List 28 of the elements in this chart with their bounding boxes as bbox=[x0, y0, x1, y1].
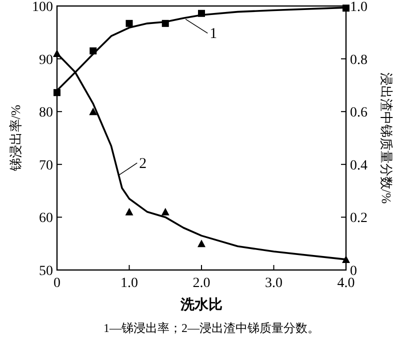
x-tick-label: 3.0 bbox=[265, 276, 282, 291]
x-tick-label: 2.0 bbox=[192, 276, 210, 291]
point bbox=[125, 208, 134, 216]
x-tick-label: 1.0 bbox=[120, 276, 138, 291]
point bbox=[161, 208, 170, 216]
y-tick-label: 100 bbox=[32, 0, 53, 15]
y2-tick-label: 0.4 bbox=[350, 158, 368, 174]
x-axis-title: 洗水比 bbox=[180, 297, 222, 313]
y-tick-label: 80 bbox=[39, 106, 53, 121]
point bbox=[89, 108, 98, 116]
y-tick-label: 50 bbox=[39, 264, 53, 279]
y2-tick-label: 0.2 bbox=[350, 211, 368, 226]
y2-tick-label: 0.6 bbox=[350, 106, 368, 121]
y-axis-title: 锑浸出率/% bbox=[8, 104, 23, 172]
y2-tick-label: 0.8 bbox=[350, 52, 368, 68]
text: 1—锑浸出率；2—浸出渣中锑质量分数。 bbox=[104, 321, 320, 335]
y-tick-label: 60 bbox=[39, 211, 53, 226]
y2-tick-label: 0 bbox=[350, 264, 357, 279]
annotation: 1 bbox=[210, 26, 218, 42]
y2-tick-label: 1.0 bbox=[350, 0, 368, 15]
x-tick-label: 0 bbox=[54, 276, 60, 291]
y-tick-label: 90 bbox=[39, 52, 53, 68]
annotation: 2 bbox=[139, 156, 147, 172]
x-tick-label: 4.0 bbox=[337, 276, 355, 291]
y2-axis-title: 浸出渣中锑质量分数/% bbox=[379, 72, 394, 204]
point bbox=[126, 20, 133, 27]
point bbox=[198, 240, 206, 248]
y-tick-label: 70 bbox=[39, 158, 53, 174]
